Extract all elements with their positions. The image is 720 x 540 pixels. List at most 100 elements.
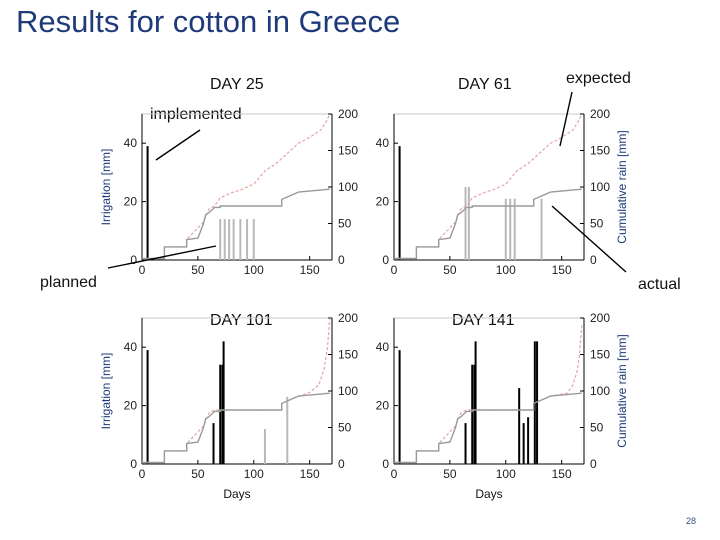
y2-tick-label: 50	[338, 421, 352, 435]
y2-tick-label: 0	[338, 457, 345, 471]
planned-irrigation-bar	[219, 219, 222, 260]
y2-tick-label: 100	[590, 180, 610, 194]
plot-frame	[393, 317, 585, 465]
implemented-irrigation-bar	[146, 350, 149, 464]
panel-title-day-61: DAY 61	[458, 76, 512, 93]
planned-irrigation-bar	[286, 396, 289, 464]
x-tick-label: 150	[552, 467, 572, 481]
plot-frame	[141, 113, 333, 261]
planned-irrigation-bar	[509, 198, 512, 260]
y-tick-label: 20	[376, 195, 390, 209]
implemented-irrigation-bar	[527, 417, 530, 464]
expected-rain-line	[142, 317, 331, 464]
x-tick-label: 0	[391, 263, 398, 277]
panel-title-day-25: DAY 25	[210, 76, 264, 93]
implemented-irrigation-bar	[471, 364, 474, 464]
chart-1: 0 50 100 150 0 20 40 0 50 100 150 200 Irrigation [mm…	[99, 107, 358, 277]
y2-tick-label: 150	[338, 144, 358, 158]
y2-tick-label: 150	[338, 348, 358, 362]
y2-tick-label: 200	[338, 311, 358, 325]
y-tick-label: 40	[376, 340, 390, 354]
y-tick-label: 0	[130, 253, 137, 267]
actual-rain-line	[142, 188, 330, 260]
y2-axis-label: Cumulative rain [mm]	[615, 130, 629, 243]
planned-irrigation-bar	[513, 198, 516, 260]
implemented-irrigation-bar	[518, 388, 521, 464]
implemented-irrigation-bar	[146, 146, 149, 260]
x-tick-label: 0	[391, 467, 398, 481]
y-tick-label: 20	[376, 399, 390, 413]
chart-2: 0 50 100 150 0 20 40 0 50 100 150 200 Cumulative rai…	[376, 107, 629, 277]
x-tick-label: 50	[191, 263, 205, 277]
actual-rain-line	[142, 392, 330, 464]
y2-tick-label: 0	[590, 457, 597, 471]
y2-tick-label: 50	[338, 217, 352, 231]
x-tick-label: 150	[300, 467, 320, 481]
x-tick-label: 100	[244, 467, 264, 481]
expected-rain-line	[394, 113, 583, 260]
planned-irrigation-bar	[232, 219, 235, 260]
planned-irrigation-bar	[540, 198, 543, 260]
y2-tick-label: 200	[590, 311, 610, 325]
x-tick-label: 0	[139, 263, 146, 277]
y2-tick-label: 100	[590, 384, 610, 398]
y2-tick-label: 150	[590, 348, 610, 362]
y2-tick-label: 200	[338, 107, 358, 121]
planned-irrigation-bar	[467, 187, 470, 260]
x-tick-label: 100	[244, 263, 264, 277]
planned-irrigation-bar	[464, 187, 467, 260]
x-axis-label: Days	[475, 487, 502, 501]
y-tick-label: 0	[130, 457, 137, 471]
planned-irrigation-bar	[263, 428, 266, 464]
planned-irrigation-bar	[239, 219, 242, 260]
planned-irrigation-bar	[504, 198, 507, 260]
implemented-irrigation-bar	[222, 341, 225, 464]
y2-tick-label: 200	[590, 107, 610, 121]
x-tick-label: 50	[443, 467, 457, 481]
x-tick-label: 100	[496, 263, 516, 277]
implemented-irrigation-bar	[212, 423, 215, 464]
implemented-irrigation-bar	[474, 341, 477, 464]
planned-irrigation-bar	[246, 219, 249, 260]
actual-rain-line	[394, 188, 582, 260]
y2-tick-label: 0	[590, 253, 597, 267]
expected-rain-line	[142, 113, 331, 260]
slide-title: Results for cotton in Greece	[16, 4, 401, 39]
expected-annotation: expected	[566, 70, 631, 87]
implemented-irrigation-bar	[522, 423, 525, 464]
x-tick-label: 100	[496, 467, 516, 481]
panel-title-day-101: DAY 101	[210, 312, 273, 329]
y-tick-label: 40	[124, 340, 138, 354]
y-tick-label: 20	[124, 399, 138, 413]
planned-irrigation-bar	[252, 219, 255, 260]
actual-rain-line	[394, 392, 582, 464]
y-tick-label: 40	[376, 136, 390, 150]
y2-tick-label: 50	[590, 421, 604, 435]
y-tick-label: 20	[124, 195, 138, 209]
y-axis-label: Irrigation [mm]	[99, 149, 113, 226]
x-tick-label: 0	[139, 467, 146, 481]
implemented-irrigation-bar	[464, 423, 467, 464]
y-tick-label: 0	[382, 457, 389, 471]
plot-frame	[141, 317, 333, 465]
panel-title-day-141: DAY 141	[452, 312, 515, 329]
planned-annotation: planned	[40, 274, 97, 291]
chart-3: 0 50 100 150 0 20 40 0 50 100 150 200 Irrigation [mm…	[99, 311, 358, 501]
y2-tick-label: 0	[338, 253, 345, 267]
y2-tick-label: 150	[590, 144, 610, 158]
y-tick-label: 0	[382, 253, 389, 267]
y-tick-label: 40	[124, 136, 138, 150]
chart-4: 0 50 100 150 0 20 40 0 50 100 150 200 Cumulative rai…	[376, 311, 629, 501]
implemented-irrigation-bar	[398, 350, 401, 464]
y2-tick-label: 100	[338, 180, 358, 194]
x-tick-label: 150	[552, 263, 572, 277]
x-tick-label: 50	[443, 263, 457, 277]
y-axis-label: Irrigation [mm]	[99, 353, 113, 430]
x-tick-label: 50	[191, 467, 205, 481]
implemented-irrigation-bar	[221, 364, 224, 464]
plot-frame	[393, 113, 585, 261]
planned-irrigation-bar	[223, 219, 226, 260]
actual-annotation: actual	[638, 276, 681, 293]
y2-tick-label: 100	[338, 384, 358, 398]
